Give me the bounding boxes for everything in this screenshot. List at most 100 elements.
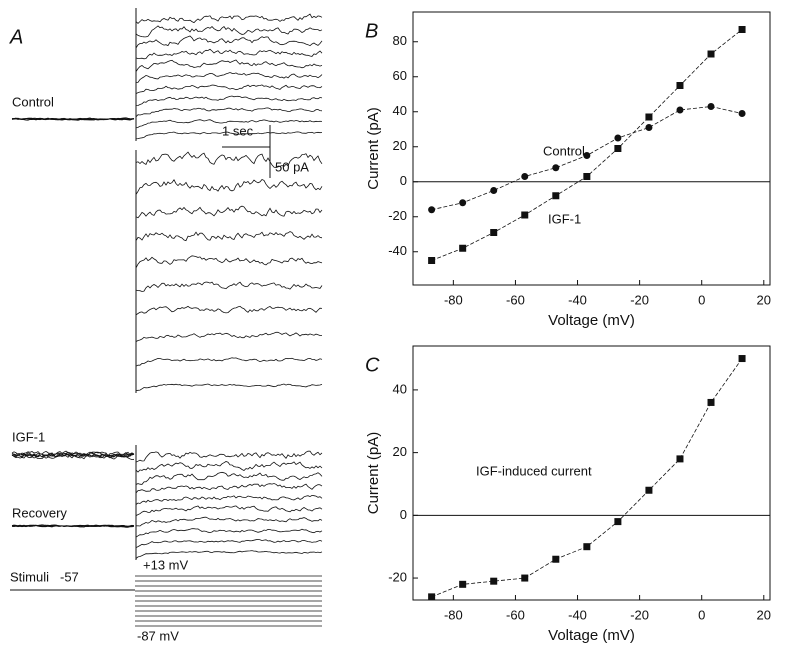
traces (11, 8, 323, 627)
point (552, 192, 560, 200)
trace (135, 255, 323, 269)
point (645, 113, 653, 121)
trace (135, 331, 322, 342)
y-tick-label: 60 (393, 68, 407, 83)
point (459, 580, 467, 588)
point (707, 50, 715, 58)
trace (135, 550, 323, 559)
point (428, 593, 436, 601)
y-tick-label: 20 (393, 138, 407, 153)
x-axis-title: Voltage (mV) (548, 627, 635, 644)
trace (135, 483, 323, 494)
point (521, 574, 529, 582)
point (552, 164, 560, 172)
trace (135, 84, 323, 95)
point (459, 244, 467, 252)
y-tick-label: -40 (388, 243, 407, 258)
trace (135, 383, 323, 391)
point (707, 398, 715, 406)
point (614, 518, 622, 526)
trace (135, 516, 323, 527)
plot-frame (412, 11, 771, 286)
trace (11, 524, 135, 528)
trace (135, 179, 323, 195)
panel-label: B (365, 20, 378, 42)
trace (135, 357, 323, 367)
point (738, 110, 746, 117)
trace (11, 451, 135, 459)
x-tick-label: 0 (698, 607, 705, 622)
point (645, 124, 653, 131)
point (676, 455, 684, 463)
point (428, 257, 436, 264)
point (738, 355, 746, 363)
point (428, 206, 436, 214)
trace (135, 72, 323, 83)
row-label: IGF-1 (12, 429, 45, 444)
panel-label: A (9, 26, 23, 48)
point (521, 211, 529, 219)
trace (135, 131, 323, 140)
trace (135, 107, 323, 118)
trace (135, 505, 323, 516)
point (676, 106, 684, 114)
point (645, 486, 653, 494)
point (459, 199, 467, 207)
trace (135, 205, 323, 219)
x-tick-label: -20 (630, 292, 649, 307)
trace (11, 117, 135, 121)
plot-frame (412, 345, 771, 601)
holding-label: -57 (60, 569, 79, 584)
row-label: Recovery (12, 505, 67, 520)
x-tick-label: 0 (698, 292, 705, 307)
trace (135, 538, 323, 549)
row-label: Control (12, 94, 54, 109)
point (583, 173, 591, 180)
series-line (431, 29, 743, 261)
trace (135, 151, 323, 169)
y-axis-title: Current (pA) (365, 432, 382, 515)
trace (135, 494, 323, 505)
y-tick-label: -20 (388, 569, 407, 584)
trace (135, 305, 323, 316)
panel-label: C (365, 354, 380, 376)
trace (135, 461, 323, 473)
stim-label: -87 mV (137, 628, 179, 643)
point (552, 555, 560, 563)
x-tick-label: -80 (444, 292, 463, 307)
x-tick-label: 20 (757, 292, 771, 307)
x-tick-label: -20 (630, 607, 649, 622)
y-tick-label: -20 (388, 208, 407, 223)
trace (135, 231, 323, 242)
point (614, 145, 622, 152)
series-label: IGF-induced current (476, 463, 592, 478)
scale-label: 1 sec (222, 123, 254, 138)
row-label: Stimuli (10, 569, 49, 584)
trace (135, 95, 323, 106)
x-tick-label: -80 (444, 607, 463, 622)
point (490, 187, 498, 194)
point (490, 577, 498, 585)
point (707, 103, 715, 110)
y-tick-label: 40 (393, 103, 407, 118)
trace (135, 13, 323, 24)
trace (135, 528, 323, 538)
x-tick-label: -60 (506, 607, 525, 622)
trace (11, 451, 135, 459)
series-label: Control (543, 143, 585, 158)
y-tick-label: 40 (393, 381, 407, 396)
scale-label: 50 pA (275, 159, 309, 174)
trace (135, 35, 323, 49)
y-tick-label: 0 (400, 507, 407, 522)
y-tick-label: 80 (393, 33, 407, 48)
trace (135, 119, 323, 129)
point (583, 543, 591, 551)
trace (135, 281, 323, 292)
trace (135, 450, 323, 463)
x-tick-label: -40 (568, 607, 587, 622)
y-tick-label: 20 (393, 444, 407, 459)
point (676, 82, 684, 89)
trace (11, 450, 135, 460)
